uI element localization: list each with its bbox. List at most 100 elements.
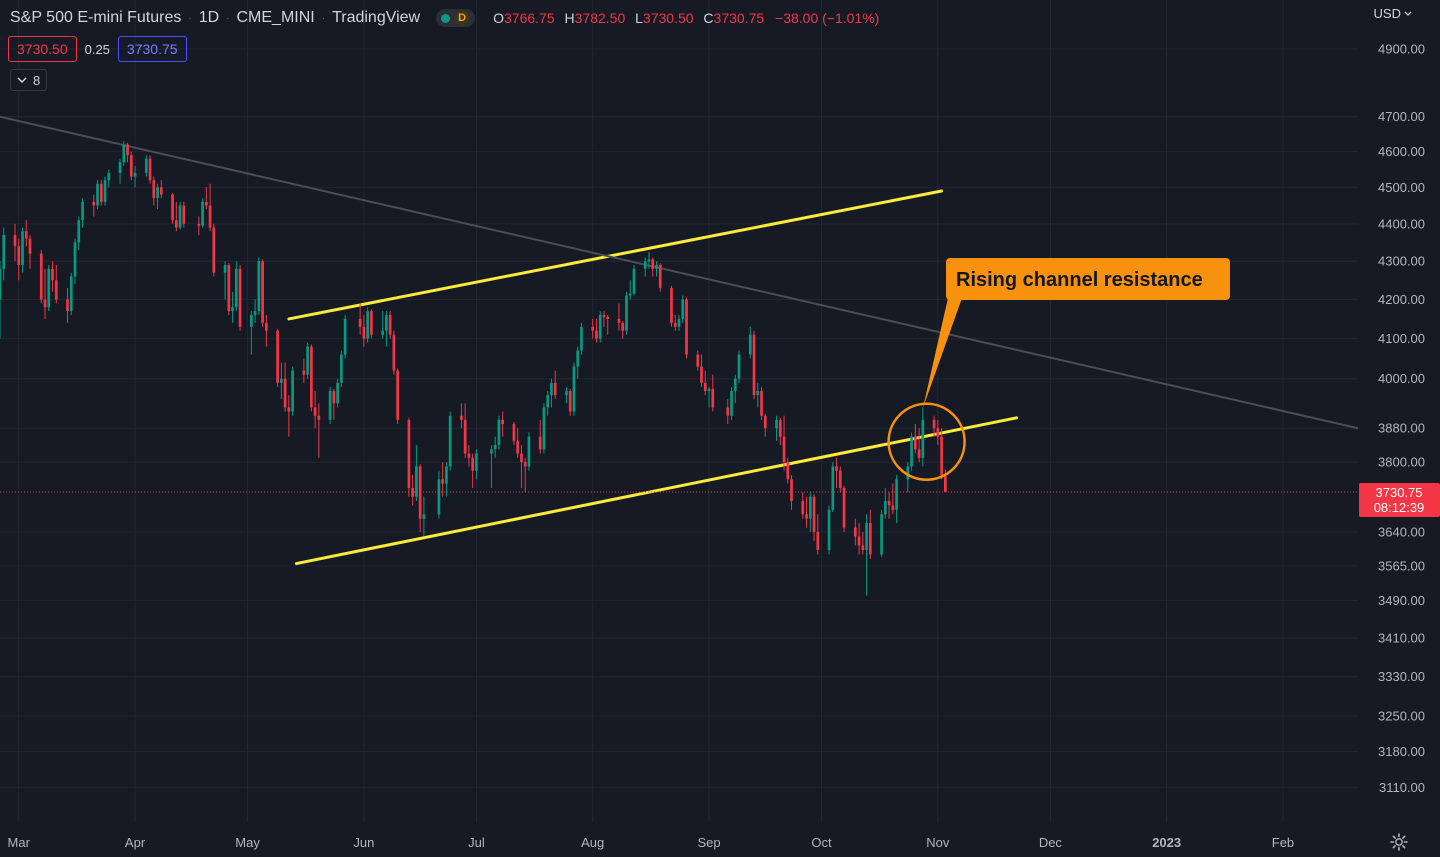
candle[interactable] bbox=[632, 265, 636, 296]
candle[interactable] bbox=[471, 453, 475, 488]
candle[interactable] bbox=[786, 457, 790, 484]
candle[interactable] bbox=[523, 457, 527, 493]
symbol-name[interactable]: S&P 500 E-mini Futures bbox=[10, 9, 182, 26]
candle[interactable] bbox=[77, 216, 81, 250]
candle[interactable] bbox=[310, 344, 313, 412]
candle[interactable] bbox=[576, 346, 580, 379]
gear-icon[interactable] bbox=[1389, 832, 1409, 852]
candle[interactable] bbox=[81, 198, 84, 228]
candle[interactable] bbox=[621, 320, 625, 339]
candle[interactable] bbox=[782, 415, 786, 471]
candle[interactable] bbox=[152, 176, 156, 206]
candle[interactable] bbox=[670, 285, 673, 327]
candle[interactable] bbox=[880, 509, 883, 557]
candle[interactable] bbox=[204, 187, 208, 210]
candle[interactable] bbox=[51, 261, 54, 292]
candle[interactable] bbox=[257, 257, 261, 316]
candle[interactable] bbox=[358, 303, 362, 335]
candle[interactable] bbox=[512, 421, 516, 446]
candle[interactable] bbox=[411, 474, 415, 506]
candle[interactable] bbox=[441, 462, 445, 497]
candle[interactable] bbox=[625, 291, 628, 335]
candle[interactable] bbox=[306, 342, 309, 379]
candle[interactable] bbox=[144, 155, 148, 177]
candle[interactable] bbox=[174, 201, 178, 232]
candle[interactable] bbox=[673, 315, 677, 331]
candle[interactable] bbox=[39, 249, 43, 304]
candle[interactable] bbox=[677, 315, 681, 331]
market-status[interactable]: D bbox=[436, 9, 476, 27]
candle[interactable] bbox=[467, 445, 471, 467]
candle[interactable] bbox=[437, 470, 441, 519]
candle[interactable] bbox=[415, 445, 418, 502]
candle[interactable] bbox=[208, 183, 212, 232]
candle[interactable] bbox=[107, 169, 111, 188]
candle[interactable] bbox=[212, 223, 216, 277]
candle[interactable] bbox=[868, 509, 872, 559]
candle[interactable] bbox=[921, 407, 925, 467]
price-axis-bg[interactable] bbox=[1358, 0, 1440, 857]
candle[interactable] bbox=[21, 227, 24, 273]
candle[interactable] bbox=[332, 388, 336, 420]
candle[interactable] bbox=[103, 176, 107, 206]
candle[interactable] bbox=[388, 311, 392, 339]
channel-lower-line[interactable] bbox=[294, 416, 1019, 566]
candle[interactable] bbox=[805, 496, 808, 528]
candle[interactable] bbox=[385, 311, 388, 347]
time-axis-bg[interactable] bbox=[0, 822, 1440, 857]
candle[interactable] bbox=[936, 419, 940, 446]
candle[interactable] bbox=[43, 268, 47, 319]
candle[interactable] bbox=[171, 192, 174, 224]
candle[interactable] bbox=[253, 299, 257, 323]
candle[interactable] bbox=[231, 291, 234, 323]
candle[interactable] bbox=[460, 403, 463, 429]
candle[interactable] bbox=[895, 474, 898, 524]
candle[interactable] bbox=[658, 263, 662, 292]
candle[interactable] bbox=[801, 492, 805, 519]
candle[interactable] bbox=[838, 466, 842, 493]
candle[interactable] bbox=[808, 492, 812, 532]
candle[interactable] bbox=[730, 386, 733, 420]
candle[interactable] bbox=[542, 403, 546, 454]
candle[interactable] bbox=[238, 265, 242, 331]
candle[interactable] bbox=[550, 378, 553, 408]
candle[interactable] bbox=[234, 261, 238, 312]
candle[interactable] bbox=[448, 411, 452, 471]
candle[interactable] bbox=[865, 514, 868, 596]
candle[interactable] bbox=[261, 259, 264, 327]
candle[interactable] bbox=[362, 315, 366, 347]
candle[interactable] bbox=[13, 223, 17, 262]
candle[interactable] bbox=[700, 354, 703, 387]
candle[interactable] bbox=[249, 311, 253, 355]
candle[interactable] bbox=[572, 362, 576, 416]
candle[interactable] bbox=[598, 311, 602, 343]
candle[interactable] bbox=[591, 318, 595, 339]
candle[interactable] bbox=[655, 261, 658, 277]
candle[interactable] bbox=[422, 496, 426, 537]
candle[interactable] bbox=[227, 263, 231, 316]
candle[interactable] bbox=[835, 457, 838, 488]
candle[interactable] bbox=[343, 315, 347, 359]
candle[interactable] bbox=[628, 280, 632, 300]
candle[interactable] bbox=[445, 462, 448, 497]
candle[interactable] bbox=[932, 415, 936, 437]
candle[interactable] bbox=[883, 487, 887, 519]
candle[interactable] bbox=[857, 523, 861, 555]
candle[interactable] bbox=[726, 399, 730, 425]
candle[interactable] bbox=[47, 265, 51, 312]
candle[interactable] bbox=[287, 395, 291, 437]
candle[interactable] bbox=[463, 403, 467, 458]
candle[interactable] bbox=[842, 485, 846, 532]
candle[interactable] bbox=[906, 462, 910, 493]
candle[interactable] bbox=[396, 368, 399, 425]
candle[interactable] bbox=[475, 449, 478, 480]
candle[interactable] bbox=[99, 180, 103, 206]
candle[interactable] bbox=[501, 411, 505, 437]
candle[interactable] bbox=[546, 390, 550, 416]
candle[interactable] bbox=[917, 428, 921, 463]
candle[interactable] bbox=[407, 417, 411, 497]
candle[interactable] bbox=[756, 382, 760, 408]
candle[interactable] bbox=[302, 358, 306, 383]
candle[interactable] bbox=[568, 388, 572, 416]
candle[interactable] bbox=[276, 328, 279, 387]
